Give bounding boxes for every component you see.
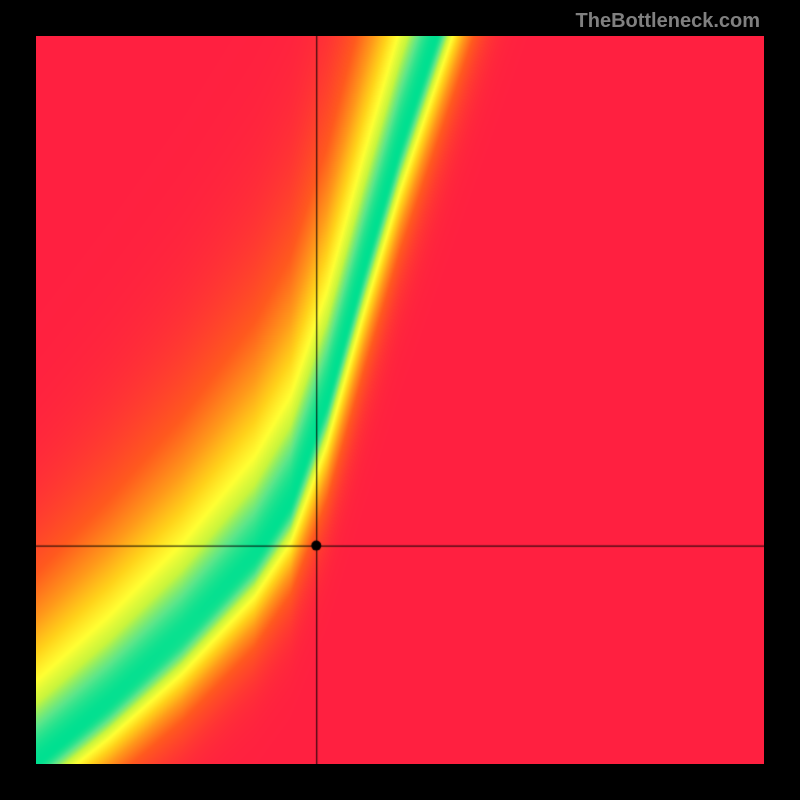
watermark-text: TheBottleneck.com — [576, 10, 760, 33]
bottleneck-heatmap — [36, 36, 764, 764]
crosshair-overlay — [36, 36, 764, 764]
